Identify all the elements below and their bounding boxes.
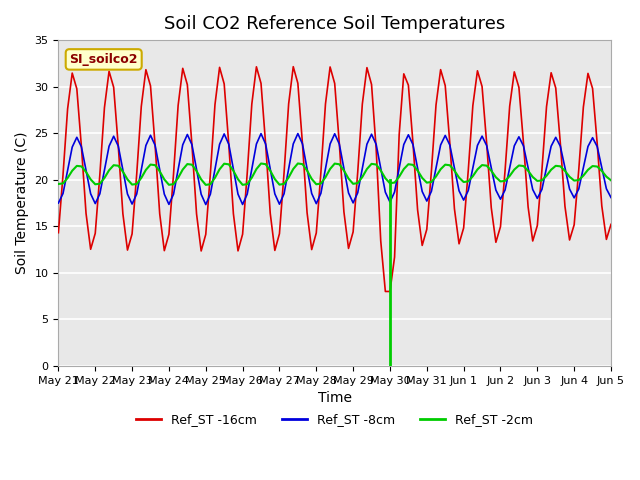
Y-axis label: Soil Temperature (C): Soil Temperature (C) (15, 132, 29, 274)
Title: Soil CO2 Reference Soil Temperatures: Soil CO2 Reference Soil Temperatures (164, 15, 506, 33)
X-axis label: Time: Time (317, 391, 352, 405)
Text: SI_soilco2: SI_soilco2 (70, 53, 138, 66)
Legend: Ref_ST -16cm, Ref_ST -8cm, Ref_ST -2cm: Ref_ST -16cm, Ref_ST -8cm, Ref_ST -2cm (131, 408, 538, 432)
